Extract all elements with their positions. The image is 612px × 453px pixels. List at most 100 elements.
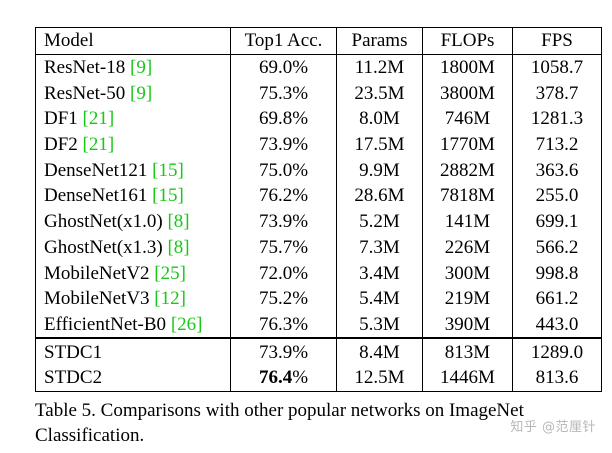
flops-cell: 813M — [422, 337, 513, 365]
fps-cell: 661.2 — [512, 285, 602, 312]
params-cell: 28.6M — [336, 183, 423, 209]
params-cell: 11.2M — [336, 54, 423, 81]
acc-cell: 72.0% — [230, 260, 337, 286]
citation-link[interactable]: [21] — [82, 108, 115, 130]
params-cell: 12.5M — [336, 364, 423, 392]
model-cell: DenseNet121 [15] — [36, 157, 231, 183]
citation-link[interactable]: [8] — [167, 211, 190, 233]
flops-cell: 390M — [422, 311, 513, 339]
acc-cell: 75.3% — [230, 80, 337, 107]
params-cell: 3.4M — [336, 260, 423, 286]
params-cell: 7.3M — [336, 234, 423, 261]
model-name: ResNet-18 — [44, 57, 131, 79]
citation-link[interactable]: [21] — [82, 134, 115, 156]
acc-cell: 75.7% — [230, 234, 337, 261]
flops-cell: 1446M — [422, 364, 513, 392]
model-cell: DF1 [21] — [36, 106, 231, 132]
acc-percent-sign: % — [292, 367, 309, 389]
flops-cell: 7818M — [422, 183, 513, 209]
flops-cell: 2882M — [422, 157, 513, 184]
model-name: DF2 — [44, 134, 83, 156]
watermark: 知乎 @范厘针 — [510, 420, 596, 435]
model-name: DenseNet121 — [44, 159, 153, 181]
model-cell: STDC1 — [35, 337, 231, 365]
table-row-stdc1: STDC1 73.9% 8.4M 813M 1289.0 — [35, 337, 602, 365]
table-row: EfficientNet-B0 [26] 76.3% 5.3M 390M 443… — [36, 311, 602, 339]
fps-cell: 566.2 — [512, 234, 602, 261]
header-model: Model — [35, 27, 231, 55]
params-cell: 5.4M — [336, 285, 423, 312]
table-row: MobileNetV2 [25] 72.0% 3.4M 300M 998.8 — [36, 260, 602, 286]
header-fps: FPS — [512, 27, 602, 55]
fps-cell: 363.6 — [512, 157, 602, 184]
citation-link[interactable]: [9] — [130, 57, 153, 79]
fps-cell: 998.8 — [512, 260, 602, 286]
flops-cell: 141M — [422, 208, 513, 235]
acc-best-value: 76.4 — [258, 367, 293, 389]
params-cell: 5.3M — [336, 311, 423, 339]
model-name: GhostNet(x1.0) — [44, 211, 168, 233]
params-cell: 9.9M — [336, 157, 423, 184]
fps-cell: 378.7 — [512, 80, 602, 107]
citation-link[interactable]: [12] — [154, 288, 186, 310]
model-cell: GhostNet(x1.0) [8] — [36, 209, 231, 235]
model-name: GhostNet(x1.3) — [44, 236, 168, 258]
fps-cell: 713.2 — [512, 131, 602, 158]
model-name: DF1 — [44, 108, 83, 130]
header-params: Params — [336, 27, 423, 55]
params-cell: 17.5M — [336, 131, 423, 158]
flops-cell: 300M — [422, 260, 513, 286]
citation-link[interactable]: [25] — [154, 262, 186, 284]
model-name: MobileNetV3 — [44, 288, 155, 310]
table-row: ResNet-50 [9] 75.3% 23.5M 3800M 378.7 — [36, 80, 602, 107]
acc-cell: 76.2% — [230, 183, 337, 209]
table-row: DF1 [21] 69.8% 8.0M 746M 1281.3 — [36, 106, 602, 132]
acc-cell: 69.8% — [230, 106, 337, 132]
fps-cell: 813.6 — [512, 364, 602, 392]
table-row-stdc2: STDC2 76.4% 12.5M 1446M 813.6 — [36, 364, 602, 392]
fps-cell: 1281.3 — [512, 106, 602, 132]
table-header-row: Model Top1 Acc. Params FLOPs FPS — [35, 27, 602, 55]
model-cell: DenseNet161 [15] — [36, 183, 231, 209]
params-cell: 5.2M — [336, 208, 423, 235]
model-name: DenseNet161 — [44, 185, 153, 207]
params-cell: 8.0M — [336, 106, 423, 132]
model-cell: ResNet-18 [9] — [36, 54, 231, 80]
citation-link[interactable]: [26] — [170, 313, 203, 335]
table-row: GhostNet(x1.3) [8] 75.7% 7.3M 226M 566.2 — [36, 234, 602, 261]
fps-cell: 443.0 — [512, 311, 602, 339]
table-row: DF2 [21] 73.9% 17.5M 1770M 713.2 — [36, 131, 602, 158]
acc-cell: 76.3% — [230, 311, 337, 339]
model-name: EfficientNet-B0 — [44, 313, 171, 335]
citation-link[interactable]: [9] — [130, 82, 153, 104]
fps-cell: 699.1 — [512, 208, 602, 235]
flops-cell: 1800M — [422, 54, 513, 81]
citation-link[interactable]: [15] — [152, 159, 184, 181]
citation-link[interactable]: [8] — [167, 236, 190, 258]
params-cell: 8.4M — [336, 337, 423, 365]
model-cell: MobileNetV2 [25] — [36, 260, 231, 286]
model-name: MobileNetV2 — [44, 262, 155, 284]
flops-cell: 1770M — [422, 131, 513, 158]
acc-cell: 73.9% — [230, 208, 337, 235]
model-name: ResNet-50 — [44, 82, 131, 104]
fps-cell: 255.0 — [512, 183, 602, 209]
flops-cell: 3800M — [422, 80, 513, 107]
comparison-table: Model Top1 Acc. Params FLOPs FPS ResNet-… — [35, 27, 602, 392]
table-row: DenseNet121 [15] 75.0% 9.9M 2882M 363.6 — [36, 157, 602, 184]
table-row: GhostNet(x1.0) [8] 73.9% 5.2M 141M 699.1 — [36, 208, 602, 235]
model-cell: ResNet-50 [9] — [36, 80, 231, 106]
table-caption: Table 5. Comparisons with other popular … — [35, 400, 524, 446]
acc-cell: 69.0% — [230, 54, 337, 81]
header-top1-acc: Top1 Acc. — [230, 27, 337, 55]
table-row: DenseNet161 [15] 76.2% 28.6M 7818M 255.0 — [36, 183, 602, 209]
model-cell: MobileNetV3 [12] — [36, 286, 231, 312]
table-row: MobileNetV3 [12] 75.2% 5.4M 219M 661.2 — [36, 285, 602, 312]
table-row: ResNet-18 [9] 69.0% 11.2M 1800M 1058.7 — [36, 54, 602, 81]
model-cell: STDC2 — [44, 367, 103, 389]
flops-cell: 219M — [422, 285, 513, 312]
flops-cell: 226M — [422, 234, 513, 261]
citation-link[interactable]: [15] — [152, 185, 184, 207]
model-cell: EfficientNet-B0 [26] — [36, 312, 231, 339]
model-cell: DF2 [21] — [36, 132, 231, 158]
